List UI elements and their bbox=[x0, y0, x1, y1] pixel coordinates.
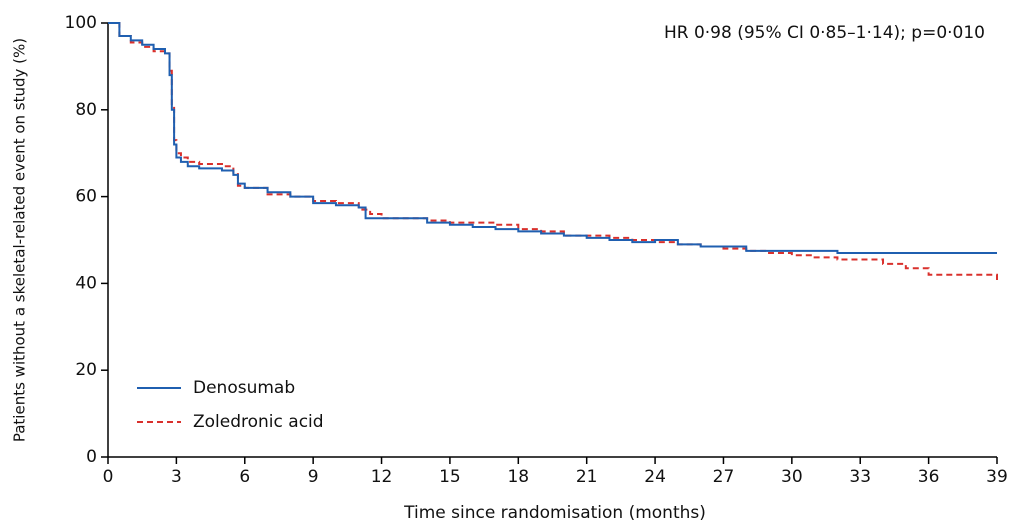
y-tick-label: 20 bbox=[75, 360, 97, 380]
x-tick-label: 27 bbox=[713, 467, 735, 487]
x-tick-label: 36 bbox=[918, 467, 940, 487]
legend-label: Denosumab bbox=[193, 378, 295, 398]
x-tick-label: 3 bbox=[171, 467, 182, 487]
annotation: HR 0·98 (95% CI 0·85–1·14); p=0·010 bbox=[664, 23, 985, 43]
x-tick-label: 6 bbox=[239, 467, 250, 487]
y-axis-label: Patients without a skeletal-related even… bbox=[11, 38, 29, 442]
survival-line bbox=[108, 22, 997, 255]
legend-label: Zoledronic acid bbox=[193, 412, 324, 432]
x-tick-label: 15 bbox=[439, 467, 461, 487]
x-tick-label: 18 bbox=[507, 467, 529, 487]
x-tick-label: 21 bbox=[576, 467, 598, 487]
y-tick-label: 80 bbox=[75, 100, 97, 120]
x-tick-label: 39 bbox=[986, 467, 1008, 487]
y-tick-label: 60 bbox=[75, 187, 97, 207]
survival-line bbox=[108, 22, 998, 284]
x-tick-label: 9 bbox=[308, 467, 319, 487]
y-tick-label: 0 bbox=[86, 447, 97, 467]
x-tick-label: 12 bbox=[371, 467, 393, 487]
x-tick-label: 30 bbox=[781, 467, 803, 487]
x-tick-label: 24 bbox=[644, 467, 666, 487]
y-tick-label: 100 bbox=[65, 13, 97, 33]
x-tick-label: 33 bbox=[849, 467, 871, 487]
x-axis-label: Time since randomisation (months) bbox=[403, 503, 706, 523]
y-tick-label: 40 bbox=[75, 273, 97, 293]
x-tick-label: 0 bbox=[103, 467, 114, 487]
